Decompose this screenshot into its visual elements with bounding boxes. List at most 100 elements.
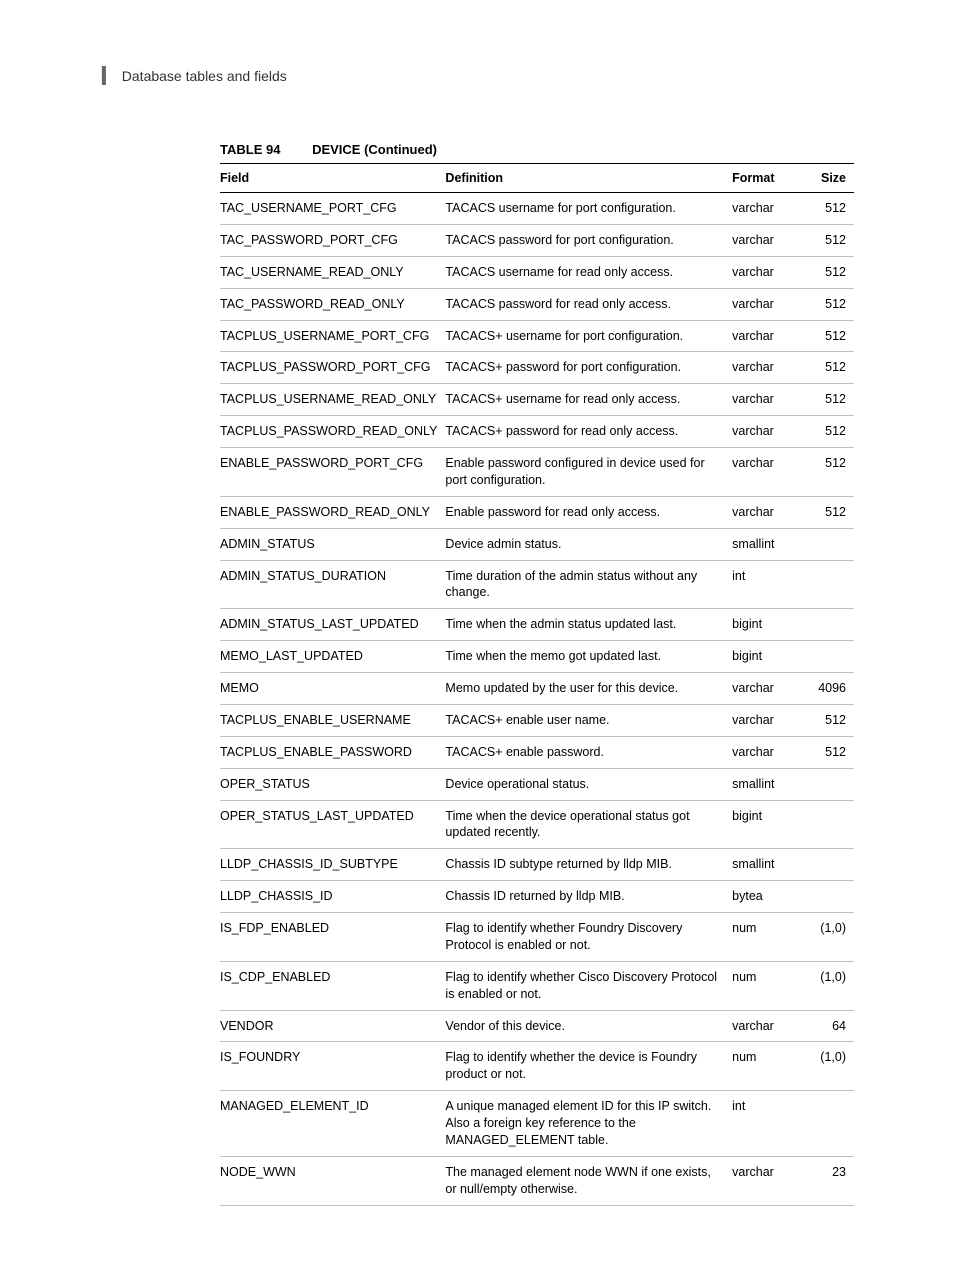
cell-format: bigint — [732, 800, 800, 849]
cell-size: 512 — [801, 384, 854, 416]
cell-format: int — [732, 560, 800, 609]
cell-definition: Memo updated by the user for this device… — [445, 673, 732, 705]
cell-format: varchar — [732, 1010, 800, 1042]
section-letter: I — [100, 60, 108, 92]
cell-format: varchar — [732, 704, 800, 736]
col-header-size: Size — [801, 164, 854, 193]
cell-field: TAC_USERNAME_PORT_CFG — [220, 193, 445, 225]
cell-definition: Enable password configured in device use… — [445, 448, 732, 497]
cell-format: varchar — [732, 496, 800, 528]
cell-definition: TACACS+ password for read only access. — [445, 416, 732, 448]
cell-definition: Flag to identify whether Cisco Discovery… — [445, 961, 732, 1010]
table-row: TACPLUS_ENABLE_USERNAMETACACS+ enable us… — [220, 704, 854, 736]
cell-field: ENABLE_PASSWORD_PORT_CFG — [220, 448, 445, 497]
cell-format: varchar — [732, 448, 800, 497]
cell-size — [801, 560, 854, 609]
cell-definition: Enable password for read only access. — [445, 496, 732, 528]
cell-field: ADMIN_STATUS_DURATION — [220, 560, 445, 609]
cell-format: varchar — [732, 193, 800, 225]
cell-definition: TACACS username for port configuration. — [445, 193, 732, 225]
cell-size: 512 — [801, 193, 854, 225]
cell-size — [801, 609, 854, 641]
table-row: OPER_STATUS_LAST_UPDATEDTime when the de… — [220, 800, 854, 849]
cell-format: int — [732, 1091, 800, 1157]
cell-size: 512 — [801, 352, 854, 384]
cell-format: num — [732, 913, 800, 962]
cell-definition: Device admin status. — [445, 528, 732, 560]
cell-format: smallint — [732, 768, 800, 800]
cell-field: TACPLUS_PASSWORD_PORT_CFG — [220, 352, 445, 384]
table-container: TABLE 94 DEVICE (Continued) Field Defini… — [220, 142, 854, 1206]
cell-size — [801, 881, 854, 913]
cell-size — [801, 849, 854, 881]
cell-format: varchar — [732, 288, 800, 320]
table-row: MEMO_LAST_UPDATEDTime when the memo got … — [220, 641, 854, 673]
cell-definition: TACACS+ enable password. — [445, 736, 732, 768]
cell-size: 512 — [801, 320, 854, 352]
cell-size — [801, 768, 854, 800]
cell-field: TAC_USERNAME_READ_ONLY — [220, 256, 445, 288]
cell-definition: TACACS+ password for port configuration. — [445, 352, 732, 384]
cell-definition: The managed element node WWN if one exis… — [445, 1156, 732, 1205]
table-row: ADMIN_STATUS_DURATIONTime duration of th… — [220, 560, 854, 609]
cell-format: varchar — [732, 1156, 800, 1205]
cell-format: num — [732, 961, 800, 1010]
cell-definition: TACACS username for read only access. — [445, 256, 732, 288]
table-row: ADMIN_STATUSDevice admin status.smallint — [220, 528, 854, 560]
cell-size: (1,0) — [801, 1042, 854, 1091]
cell-size — [801, 1091, 854, 1157]
table-header-row: Field Definition Format Size — [220, 164, 854, 193]
cell-definition: TACACS password for port configuration. — [445, 224, 732, 256]
cell-field: VENDOR — [220, 1010, 445, 1042]
cell-definition: TACACS+ username for port configuration. — [445, 320, 732, 352]
cell-field: IS_CDP_ENABLED — [220, 961, 445, 1010]
cell-size: 512 — [801, 736, 854, 768]
cell-format: smallint — [732, 528, 800, 560]
table-row: IS_CDP_ENABLEDFlag to identify whether C… — [220, 961, 854, 1010]
cell-definition: Time when the memo got updated last. — [445, 641, 732, 673]
table-row: TAC_PASSWORD_PORT_CFGTACACS password for… — [220, 224, 854, 256]
table-row: TACPLUS_USERNAME_READ_ONLYTACACS+ userna… — [220, 384, 854, 416]
cell-definition: Flag to identify whether the device is F… — [445, 1042, 732, 1091]
cell-field: OPER_STATUS_LAST_UPDATED — [220, 800, 445, 849]
cell-format: bigint — [732, 609, 800, 641]
cell-field: TACPLUS_USERNAME_PORT_CFG — [220, 320, 445, 352]
cell-field: MEMO_LAST_UPDATED — [220, 641, 445, 673]
page: I Database tables and fields TABLE 94 DE… — [0, 0, 954, 1266]
cell-format: bytea — [732, 881, 800, 913]
cell-size: 512 — [801, 448, 854, 497]
cell-field: LLDP_CHASSIS_ID — [220, 881, 445, 913]
cell-definition: TACACS+ username for read only access. — [445, 384, 732, 416]
cell-definition: Time when the device operational status … — [445, 800, 732, 849]
cell-definition: A unique managed element ID for this IP … — [445, 1091, 732, 1157]
table-row: IS_FOUNDRYFlag to identify whether the d… — [220, 1042, 854, 1091]
table-row: MANAGED_ELEMENT_IDA unique managed eleme… — [220, 1091, 854, 1157]
cell-format: smallint — [732, 849, 800, 881]
cell-format: varchar — [732, 736, 800, 768]
table-row: TAC_USERNAME_PORT_CFGTACACS username for… — [220, 193, 854, 225]
col-header-format: Format — [732, 164, 800, 193]
table-row: ADMIN_STATUS_LAST_UPDATEDTime when the a… — [220, 609, 854, 641]
cell-size: (1,0) — [801, 913, 854, 962]
cell-field: TACPLUS_ENABLE_USERNAME — [220, 704, 445, 736]
section-title: Database tables and fields — [122, 68, 287, 84]
cell-format: varchar — [732, 320, 800, 352]
table-row: TACPLUS_USERNAME_PORT_CFGTACACS+ usernam… — [220, 320, 854, 352]
table-row: NODE_WWNThe managed element node WWN if … — [220, 1156, 854, 1205]
table-row: OPER_STATUSDevice operational status.sma… — [220, 768, 854, 800]
device-table: Field Definition Format Size TAC_USERNAM… — [220, 163, 854, 1206]
cell-size: 512 — [801, 288, 854, 320]
cell-size: (1,0) — [801, 961, 854, 1010]
cell-size — [801, 528, 854, 560]
cell-definition: Chassis ID returned by lldp MIB. — [445, 881, 732, 913]
table-row: LLDP_CHASSIS_IDChassis ID returned by ll… — [220, 881, 854, 913]
cell-definition: Chassis ID subtype returned by lldp MIB. — [445, 849, 732, 881]
table-body: TAC_USERNAME_PORT_CFGTACACS username for… — [220, 193, 854, 1206]
table-row: IS_FDP_ENABLEDFlag to identify whether F… — [220, 913, 854, 962]
cell-field: IS_FDP_ENABLED — [220, 913, 445, 962]
cell-size — [801, 641, 854, 673]
table-row: TACPLUS_PASSWORD_READ_ONLYTACACS+ passwo… — [220, 416, 854, 448]
cell-size — [801, 800, 854, 849]
table-row: LLDP_CHASSIS_ID_SUBTYPEChassis ID subtyp… — [220, 849, 854, 881]
cell-format: varchar — [732, 673, 800, 705]
